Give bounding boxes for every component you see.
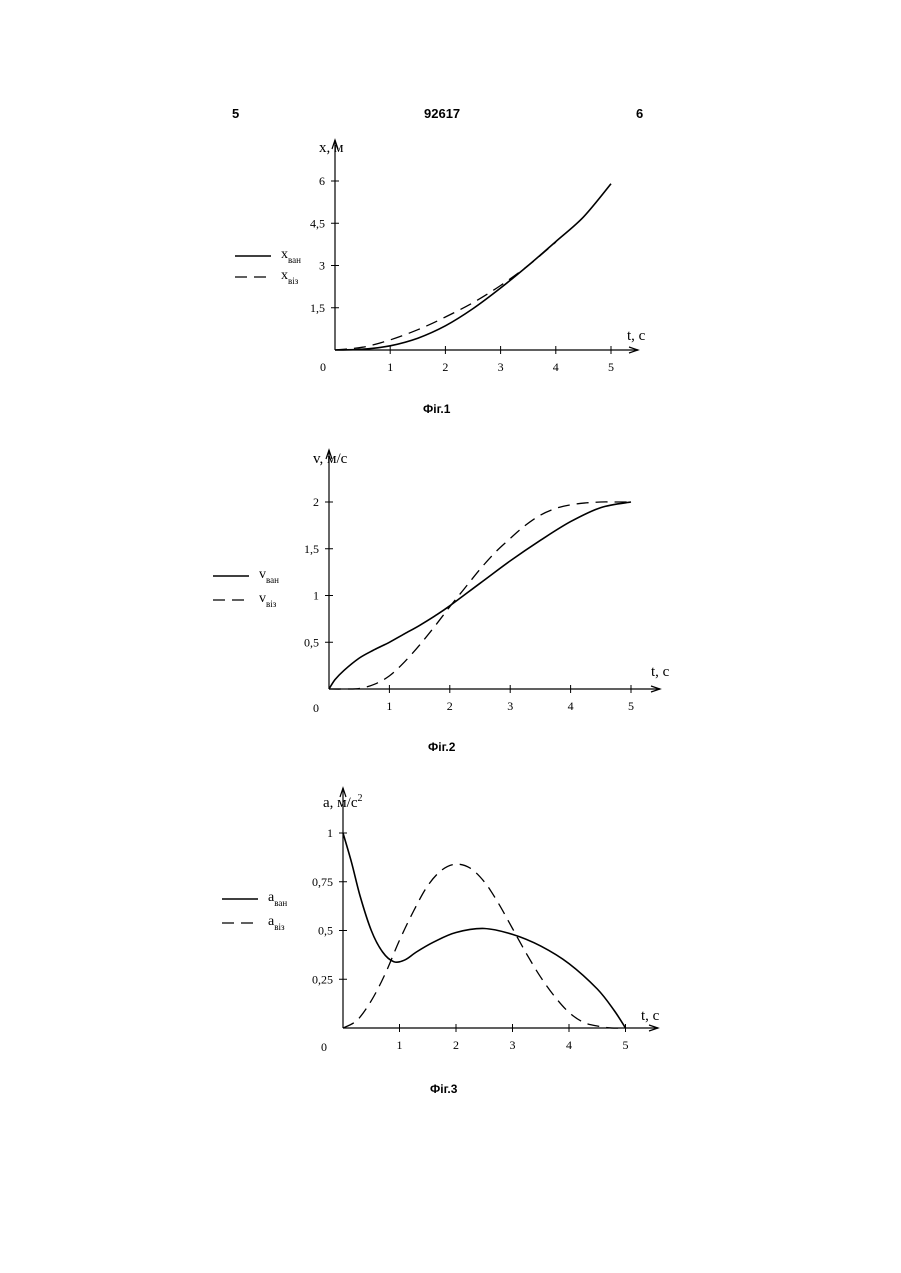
y-axis-label-superscript: 2	[357, 793, 362, 804]
origin-label: 0	[321, 1040, 327, 1054]
y-tick-label: 1	[327, 826, 333, 840]
y-tick-label: 0,75	[312, 875, 333, 889]
legend-label-subscript: віз	[274, 922, 285, 932]
legend-label-subscript: ван	[274, 898, 287, 908]
x-tick-label: 4	[566, 1038, 572, 1052]
figure-3-caption: Фіг.3	[430, 1082, 457, 1096]
legend-label: aван	[268, 890, 287, 908]
x-tick-label: 1	[397, 1038, 403, 1052]
legend-label: aвіз	[268, 914, 285, 932]
y-tick-label: 0,25	[312, 972, 333, 986]
x-axis-label: t, c	[641, 1008, 660, 1024]
x-tick-label: 2	[453, 1038, 459, 1052]
figure-3-chart: a, м/с2 t, c 0 1 2 3 4 5 0,25 0,5 0,75 1 aван aвіз	[0, 0, 901, 1100]
x-tick-label: 3	[510, 1038, 516, 1052]
series-line-solid	[343, 833, 626, 1028]
y-tick-label: 0,5	[318, 924, 333, 938]
x-tick-label: 5	[623, 1038, 629, 1052]
series-line-dashed	[343, 864, 626, 1028]
y-axis-label: a, м/с2	[323, 793, 362, 811]
